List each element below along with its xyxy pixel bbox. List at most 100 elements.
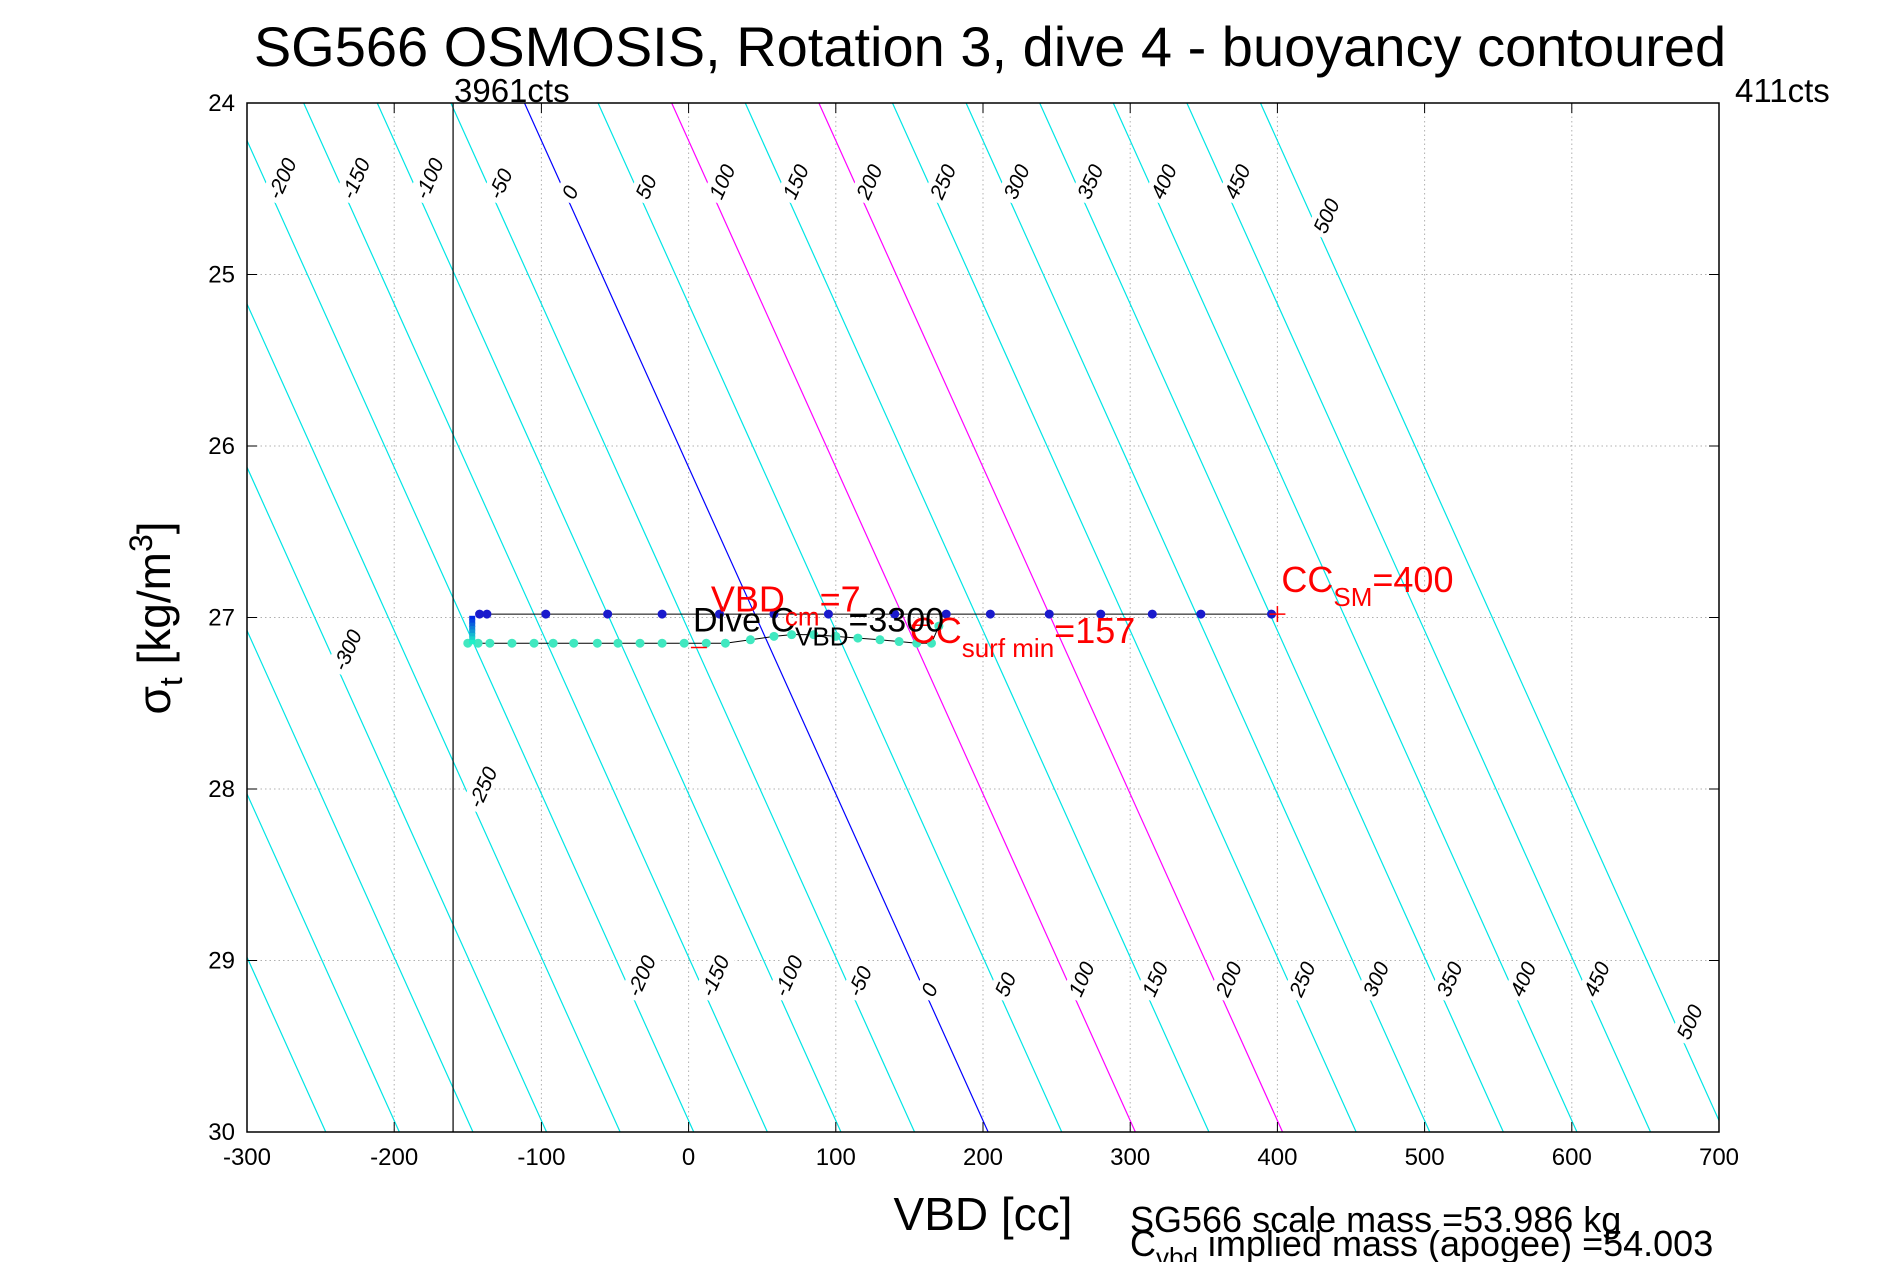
descent-column-segment [469,626,476,631]
svg-text:σt [kg/m3]: σt [kg/m3] [123,521,189,714]
contour-label-bottom: 0 [913,976,944,1004]
contour-line [965,103,1431,1132]
y-tick-label: 27 [208,605,235,632]
cc-surf-min-label: CCsurf min=157 [910,610,1136,663]
x-tick-label: 300 [1110,1144,1150,1171]
y-axis-label-main: σ [128,686,180,714]
climb-point [485,638,495,648]
dive-climb-series [463,609,1277,648]
dive-point [985,609,995,619]
vbd-cm-label-suffix: =7 [820,579,861,620]
contour-label-bg [259,148,304,206]
contour-line [1186,103,1652,1132]
descent-column-segment [469,619,476,624]
cc-sm-label-suffix: =400 [1372,559,1453,600]
y-tick-label: 25 [208,262,235,289]
dive-point [890,609,900,619]
dive-point [657,609,667,619]
contour-line [247,139,695,1132]
dive-point [482,609,492,619]
x-tick-label: -200 [370,1144,418,1171]
contour-label-bg [1134,956,1174,1004]
top-left-counts: 3961cts [454,72,570,109]
x-tick-label: 0 [682,1144,695,1171]
descent-column-segment [469,639,476,645]
buoyancy-contours [247,103,1719,1132]
climb-point [853,633,863,643]
contour-label-bg [1281,956,1321,1004]
dive-point [1044,609,1054,619]
contour-label-bg [692,946,737,1004]
footer-implied-mass-sub: vbd [1156,1242,1198,1262]
footer-implied-mass-suffix: implied mass (apogee) =54.003 [1198,1223,1713,1262]
contour-line [247,792,400,1132]
climb-point [809,630,819,640]
footer-implied-mass-prefix: C [1130,1223,1156,1262]
contour-label-bg [1305,192,1345,241]
dive-cvbd-label-sub: VBD [795,622,848,652]
dive-point [541,609,551,619]
climb-point [701,638,711,648]
contour-line [1259,103,1719,1123]
contour-label-bg [1502,956,1542,1004]
dive-cvbd-label-suffix: =3300 [849,602,945,640]
x-tick-label: 100 [816,1144,856,1171]
dive-point [475,609,485,619]
climb-point [592,638,602,648]
dive-point [715,609,725,619]
descent-column-segment [469,622,476,628]
contour-label-bg [1060,956,1100,1004]
cc-surf-min-label-prefix: CC [910,610,962,651]
contour-label-bg [766,946,810,1004]
contour-label-bg [1208,956,1247,1004]
y-axis-label-sup: 3 [123,534,159,552]
climb-point [529,638,539,648]
y-axis-label-close: ] [128,521,180,534]
dive-point [603,609,613,619]
contour-label-bg [1428,956,1468,1004]
contour-line [1112,103,1578,1132]
contour-line [303,103,768,1132]
climb-point [912,638,922,648]
contour-line [247,302,621,1132]
descent-column-segment [469,636,476,641]
climb-point [894,637,904,647]
climb-point [569,638,579,648]
climb-point [507,638,517,648]
x-axis-label: VBD [cc] [894,1188,1073,1240]
vbd-cm-label: VBDcm=7 [711,579,861,632]
contour-label-bg [987,966,1022,1004]
y-tick-label: 30 [208,1119,235,1146]
top-right-counts: 411cts [1735,72,1830,109]
x-tick-label: 500 [1405,1144,1445,1171]
x-tick-label: -100 [517,1144,565,1171]
x-tick-label: 600 [1552,1144,1592,1171]
contour-line [671,103,1136,1132]
x-tick-label: 400 [1257,1144,1297,1171]
contour-label-bg [848,158,888,206]
y-axis-label: σt [kg/m3] [123,521,189,714]
footer-scale-mass: SG566 scale mass =53.986 kg [1130,1199,1621,1240]
dive-point [1096,609,1106,619]
climb-point [473,638,483,648]
contour-label-bg [480,158,520,206]
contour-label-bg [333,148,377,206]
climb-point [635,638,645,648]
contour-line [450,103,916,1132]
contour-label-bg [554,178,585,206]
descent-column-segment [469,615,476,621]
contour-label-bg [913,976,944,1004]
contour-line [891,103,1357,1132]
y-axis-label-unit: [kg/m [128,552,180,677]
climb-point [787,630,797,640]
footer-implied-mass: Cvbd implied mass (apogee) =54.003 [1130,1223,1713,1262]
descent-column-segment [469,629,476,634]
contour-label-bg [775,158,814,206]
dive-point [823,609,833,619]
x-tick-label: -300 [223,1144,271,1171]
cc-sm-label-sub: SM [1333,582,1372,612]
climb-point [720,638,730,648]
